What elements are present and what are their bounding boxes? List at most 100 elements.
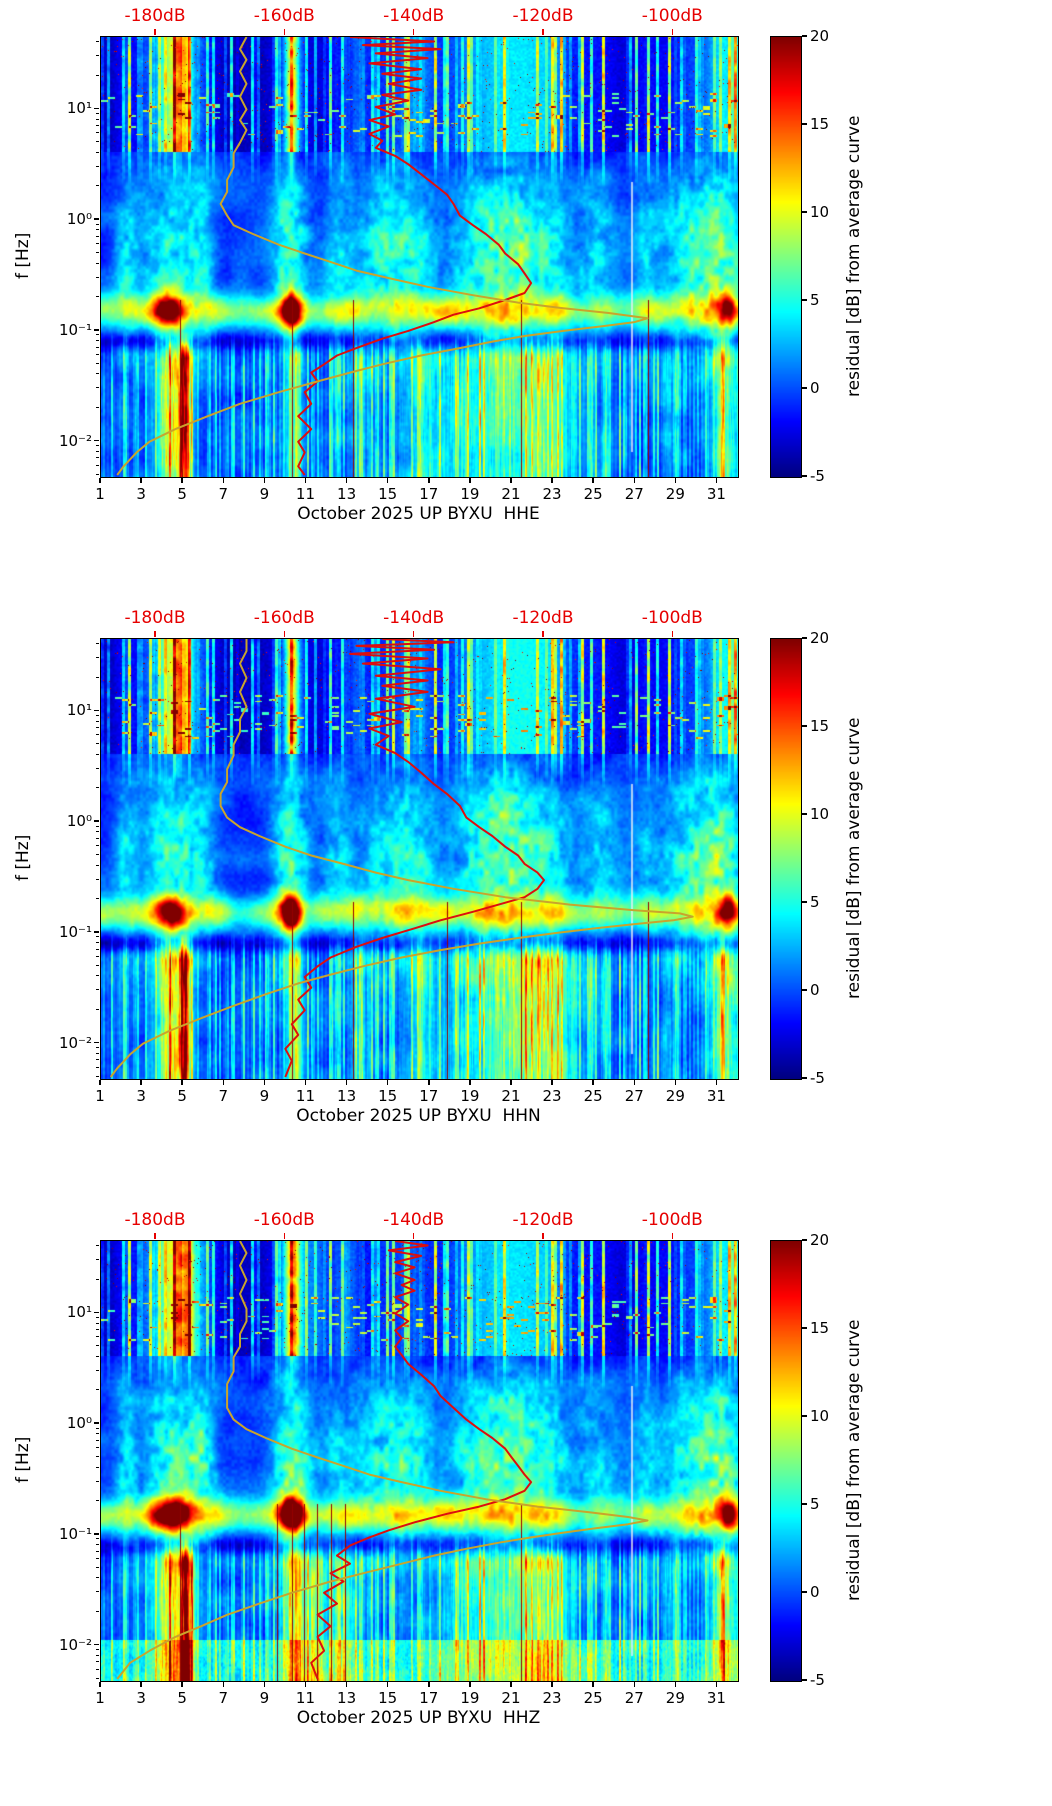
x-tick bbox=[140, 1079, 142, 1085]
colorbar-tick-label: 15 bbox=[810, 115, 830, 133]
spectrogram-canvas-hhe bbox=[101, 37, 738, 477]
y-minor-tick bbox=[95, 132, 99, 134]
y-minor-tick bbox=[95, 1052, 99, 1054]
x-tick-label: 15 bbox=[378, 1689, 398, 1707]
spectrogram-canvas-hhz bbox=[101, 1241, 738, 1681]
top-axis-tick bbox=[283, 1233, 286, 1239]
x-tick bbox=[428, 1079, 430, 1085]
y-minor-tick bbox=[95, 1668, 99, 1670]
top-axis-label: -180dB bbox=[124, 6, 186, 26]
x-tick bbox=[551, 1079, 553, 1085]
y-minor-tick bbox=[95, 864, 99, 866]
x-tick-label: 23 bbox=[542, 1689, 562, 1707]
y-minor-tick bbox=[95, 151, 99, 153]
y-minor-tick bbox=[95, 1066, 99, 1068]
x-tick bbox=[469, 477, 471, 483]
y-minor-tick bbox=[95, 955, 99, 957]
y-minor-tick bbox=[95, 853, 99, 855]
y-minor-tick bbox=[95, 334, 99, 336]
x-tick-label: 17 bbox=[419, 1087, 439, 1105]
x-tick-label: 1 bbox=[95, 485, 105, 503]
x-tick bbox=[386, 1681, 389, 1687]
panel-hhn: f [Hz] October 2025 UP BYXU HHN residual… bbox=[0, 602, 1052, 1204]
y-minor-tick bbox=[95, 975, 99, 977]
y-tick-label: 10¹ bbox=[66, 701, 92, 720]
x-tick-label: 13 bbox=[337, 1689, 357, 1707]
y-minor-tick bbox=[95, 457, 99, 459]
top-axis-label: -160dB bbox=[253, 1210, 315, 1230]
top-axis-tick bbox=[542, 1233, 544, 1239]
y-minor-tick bbox=[95, 373, 99, 375]
y-minor-tick bbox=[95, 845, 99, 847]
y-minor-tick bbox=[95, 1316, 99, 1318]
x-tick-label: 7 bbox=[218, 1087, 229, 1105]
y-minor-tick bbox=[95, 262, 99, 264]
x-tick-label: 15 bbox=[378, 1087, 398, 1105]
y-minor-tick bbox=[95, 235, 99, 237]
x-tick bbox=[633, 477, 635, 483]
top-axis-tick bbox=[154, 631, 156, 637]
y-minor-tick bbox=[95, 825, 99, 827]
top-axis-tick bbox=[154, 1233, 156, 1239]
colorbar-hhn bbox=[770, 638, 802, 1080]
y-tick-label: 10⁰ bbox=[66, 1414, 92, 1433]
y-tick-label: 10⁻¹ bbox=[58, 922, 92, 941]
y-minor-tick bbox=[95, 55, 99, 56]
colorbar-tick bbox=[801, 387, 807, 389]
y-tick bbox=[93, 329, 99, 331]
colorbar-label-hhe: residual [dB] from average curve bbox=[844, 115, 864, 397]
x-tick bbox=[674, 477, 677, 483]
y-minor-tick bbox=[95, 1389, 99, 1391]
y-minor-tick bbox=[95, 1075, 99, 1077]
y-minor-tick bbox=[95, 1455, 99, 1457]
colorbar-tick bbox=[801, 901, 807, 903]
y-minor-tick bbox=[95, 714, 99, 716]
x-tick bbox=[510, 1681, 512, 1687]
mode-psd-yellow-curve bbox=[116, 37, 649, 476]
y-minor-tick bbox=[95, 1047, 99, 1049]
y-tick bbox=[93, 107, 99, 110]
y-minor-tick bbox=[95, 1427, 99, 1429]
top-axis-tick bbox=[542, 29, 544, 35]
x-tick-label: 5 bbox=[177, 485, 187, 503]
x-tick-label: 27 bbox=[624, 485, 644, 503]
y-minor-tick bbox=[95, 657, 99, 658]
x-tick-label: 17 bbox=[419, 485, 439, 503]
x-tick-label: 19 bbox=[460, 1087, 480, 1105]
y-minor-tick bbox=[95, 878, 99, 880]
top-axis-label: -160dB bbox=[253, 6, 315, 26]
top-axis-tick bbox=[412, 1233, 415, 1239]
top-axis-label: -140dB bbox=[383, 608, 445, 628]
colorbar-tick-label: 0 bbox=[810, 1583, 820, 1601]
y-minor-tick bbox=[95, 1661, 99, 1663]
colorbar-tick bbox=[801, 1239, 807, 1241]
x-tick-label: 15 bbox=[378, 485, 398, 503]
colorbar-tick bbox=[801, 1327, 807, 1329]
median-psd-red-curve bbox=[297, 37, 533, 476]
colorbar-tick-label: 0 bbox=[810, 981, 820, 999]
top-axis-tick bbox=[412, 29, 415, 35]
x-tick-label: 19 bbox=[460, 485, 480, 503]
colorbar-tick-label: -5 bbox=[810, 467, 825, 485]
top-axis-label: -180dB bbox=[124, 608, 186, 628]
x-tick-label: 11 bbox=[295, 485, 316, 503]
y-minor-tick bbox=[95, 406, 99, 408]
x-tick-label: 3 bbox=[136, 485, 146, 503]
x-tick bbox=[386, 477, 389, 483]
y-tick bbox=[93, 820, 99, 822]
y-minor-tick bbox=[95, 787, 99, 789]
y-tick bbox=[93, 1311, 99, 1314]
y-minor-tick bbox=[95, 743, 99, 745]
y-minor-tick bbox=[95, 1544, 99, 1546]
top-axis-tick bbox=[283, 631, 286, 637]
top-axis-tick bbox=[671, 29, 674, 35]
panel-hhz: f [Hz] October 2025 UP BYXU HHZ residual… bbox=[0, 1204, 1052, 1806]
x-tick-label: 27 bbox=[624, 1087, 644, 1105]
x-tick-label: 5 bbox=[177, 1689, 187, 1707]
y-minor-tick bbox=[95, 340, 99, 342]
y-minor-tick bbox=[95, 734, 99, 736]
y-minor-tick bbox=[95, 898, 99, 900]
x-tick bbox=[181, 1079, 183, 1085]
psd-curves-overlay-hhe bbox=[116, 37, 649, 476]
